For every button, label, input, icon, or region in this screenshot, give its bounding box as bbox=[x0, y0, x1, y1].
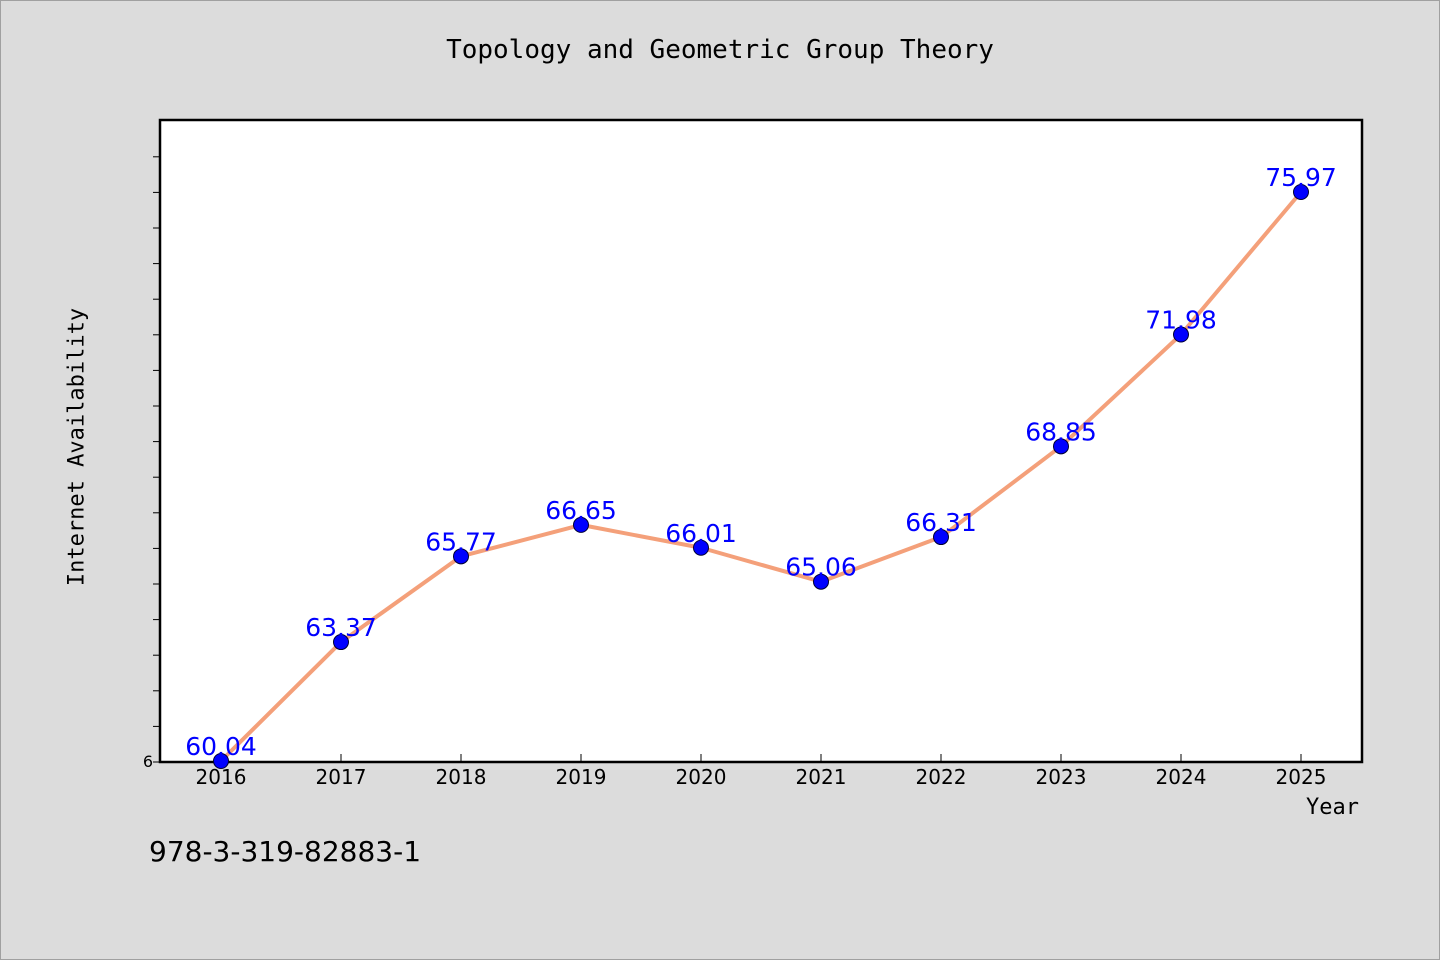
x-tick-label: 2021 bbox=[796, 765, 847, 789]
data-point bbox=[573, 516, 589, 533]
data-label: 65.77 bbox=[425, 527, 497, 556]
y-axis-ticks: 6 bbox=[143, 156, 160, 771]
data-point bbox=[1293, 184, 1309, 200]
data-point bbox=[333, 634, 349, 651]
isbn-text: 978-3-319-82883-1 bbox=[149, 835, 422, 868]
data-point bbox=[813, 573, 829, 590]
data-label: 66.01 bbox=[665, 519, 737, 548]
x-tick-label: 2025 bbox=[1276, 765, 1327, 789]
x-tick-label: 2020 bbox=[676, 765, 727, 789]
plot-area bbox=[158, 118, 1364, 764]
data-label: 68.85 bbox=[1025, 417, 1097, 446]
data-point bbox=[933, 529, 949, 546]
data-point bbox=[213, 753, 229, 769]
x-axis-label: Year bbox=[1306, 795, 1359, 820]
x-tick-label: 2024 bbox=[1156, 765, 1207, 789]
x-axis-ticks: 2016 2017 2018 2019 2020 2021 2022 2023 2024 2025 bbox=[196, 754, 1327, 789]
x-tick-label: 2018 bbox=[436, 765, 487, 789]
data-label: 63.37 bbox=[305, 613, 377, 642]
data-label: 75.97 bbox=[1265, 163, 1337, 192]
y-tick-label: 6 bbox=[143, 752, 153, 771]
data-label: 60.04 bbox=[185, 732, 257, 761]
data-point bbox=[1173, 326, 1189, 343]
data-point bbox=[693, 539, 709, 556]
data-label: 65.06 bbox=[785, 553, 857, 582]
data-label: 71.98 bbox=[1145, 306, 1217, 335]
x-tick-label: 2019 bbox=[556, 765, 607, 789]
series-line bbox=[219, 190, 1303, 763]
x-tick-label: 2023 bbox=[1036, 765, 1087, 789]
chart-title: Topology and Geometric Group Theory bbox=[446, 35, 994, 65]
data-point bbox=[453, 548, 469, 565]
data-point bbox=[1053, 438, 1069, 455]
data-label: 66.65 bbox=[545, 496, 617, 525]
data-label: 66.31 bbox=[905, 508, 977, 537]
series-group: 60.04 63.37 65.77 66.65 66.01 65.06 66.31 68.85… bbox=[185, 163, 1337, 769]
x-tick-label: 2017 bbox=[316, 765, 367, 789]
x-tick-label: 2022 bbox=[916, 765, 967, 789]
